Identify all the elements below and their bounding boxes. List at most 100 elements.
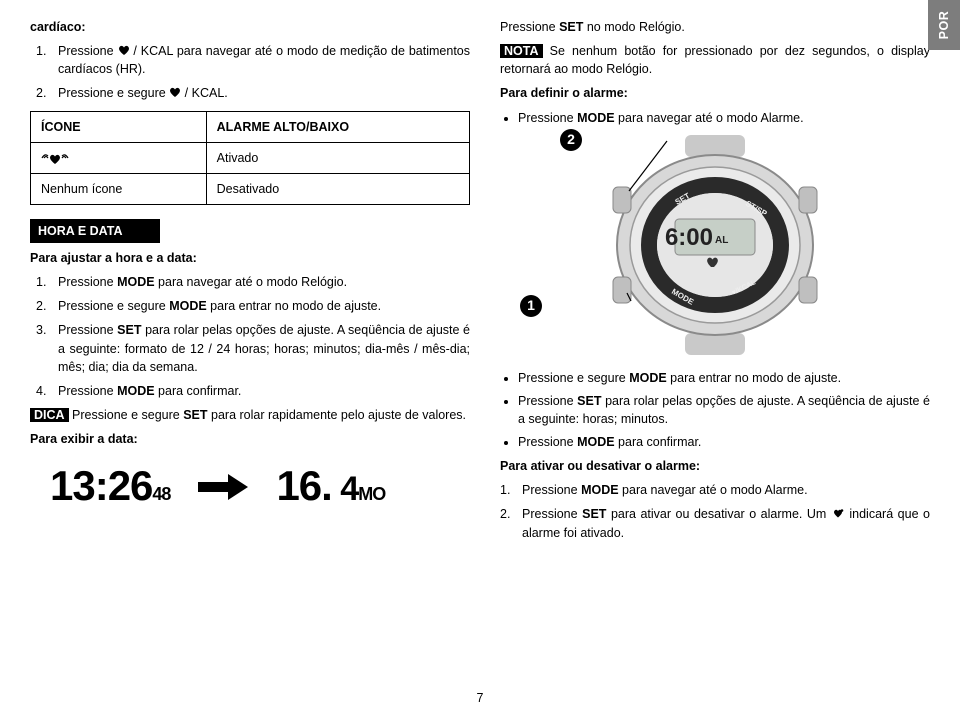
watch-lcd-al: AL [715, 235, 728, 246]
set-label: SET [117, 323, 141, 337]
list-item: 3.Pressione SET para rolar pelas opções … [58, 321, 470, 375]
left-column: cardíaco: 1. Pressione / KCAL para naveg… [30, 18, 470, 548]
nota-tag: NOTA [500, 44, 543, 58]
text: no modo Relógio. [583, 20, 684, 34]
mode-label: MODE [581, 483, 619, 497]
dica-tag: DICA [30, 408, 69, 422]
step-number: 2. [500, 505, 510, 523]
lcd-unit: MO [358, 484, 385, 504]
lcd-date: 16. 4MO [276, 456, 385, 517]
step-number: 1. [36, 42, 46, 60]
text: Pressione e segure [58, 86, 166, 100]
watch-svg: 6:00 AL SET ST/SP MODE ♥/KCAL [605, 135, 825, 355]
step-number: 3. [36, 321, 46, 339]
lcd-sub: 4 [332, 470, 358, 508]
list-item: Pressione SET para rolar pelas opções de… [518, 392, 930, 428]
text: para entrar no modo de ajuste. [667, 371, 841, 385]
set-label: SET [582, 507, 606, 521]
ativar-desativar: Para ativar ou desativar o alarme: [500, 457, 930, 475]
alarm-small-icon [831, 506, 845, 517]
toggle-alarm-steps: 1.Pressione MODE para navegar até o modo… [500, 481, 930, 541]
text: Pressione [518, 435, 577, 449]
adjust-title: Para ajustar a hora e a data: [30, 249, 470, 267]
adjust-steps: 1. Pressione MODE para navegar até o modo… [30, 273, 470, 400]
text: Pressione [522, 483, 581, 497]
alarm-pulse-icon [41, 150, 69, 166]
th-icone: ÍCONE [31, 111, 207, 142]
icon-table: ÍCONE ALARME ALTO/BAIXO Ativa [30, 111, 470, 205]
side-tab-label: POR [935, 11, 953, 40]
lcd-sub: 48 [152, 484, 170, 504]
text: Pressione e segure [58, 299, 169, 313]
step-number: 2. [36, 297, 46, 315]
mode-label: MODE [629, 371, 667, 385]
text: Pressione e segure [69, 408, 184, 422]
list-item: 1.Pressione MODE para navegar até o modo… [522, 481, 930, 499]
text: Se nenhum botão for pressionado por dez … [500, 44, 930, 76]
definir-alarme: Para definir o alarme: [500, 84, 930, 102]
watch-lcd-time: 6:00 [665, 224, 713, 251]
page-columns: cardíaco: 1. Pressione / KCAL para naveg… [0, 0, 960, 560]
td-noicon: Nenhum ícone [31, 173, 207, 204]
mode-label: MODE [117, 275, 155, 289]
text: Pressione [58, 384, 117, 398]
set-label: SET [183, 408, 207, 422]
page-number: 7 [477, 689, 484, 707]
dica-para: DICA Pressione e segure SET para rolar r… [30, 406, 470, 424]
def-alarme-list: Pressione MODE para navegar até o modo A… [500, 109, 930, 127]
set-label: SET [577, 394, 601, 408]
list-item: 1.Pressione MODE para navegar até o modo… [58, 273, 470, 291]
heart-icon [169, 85, 181, 96]
mode-label: MODE [169, 299, 207, 313]
list-item: Pressione e segure MODE para entrar no m… [518, 369, 930, 387]
mode-label: MODE [117, 384, 155, 398]
td-status: Desativado [206, 173, 469, 204]
press-set-para: Pressione SET no modo Relógio. [500, 18, 930, 36]
right-column: Pressione SET no modo Relógio. NOTA Se n… [500, 18, 930, 548]
text: Pressione [58, 323, 117, 337]
text: / KCAL. [185, 86, 228, 100]
lcd-main: 16. [276, 462, 331, 509]
text: Pressione [500, 20, 559, 34]
text: Pressione [518, 394, 577, 408]
text: para navegar até o modo Relógio. [155, 275, 348, 289]
circle-number: 2 [560, 129, 582, 151]
cardiaco-heading: cardíaco: [30, 18, 470, 36]
arrow-icon [198, 474, 248, 500]
list-item: 2.Pressione e segure MODE para entrar no… [58, 297, 470, 315]
side-tab: POR [928, 0, 960, 50]
th-alarme: ALARME ALTO/BAIXO [206, 111, 469, 142]
text: Pressione [58, 275, 117, 289]
table-row: Ativado [31, 142, 470, 173]
callout-1: 1 [520, 295, 542, 317]
text: para entrar no modo de ajuste. [207, 299, 381, 313]
lcd-time: 13:2648 [50, 456, 170, 517]
text: para ativar ou desativar o alarme. Um [606, 507, 830, 521]
text: Pressione e segure [518, 371, 629, 385]
step-number: 1. [36, 273, 46, 291]
cardiaco-steps: 1. Pressione / KCAL para navegar até o m… [30, 42, 470, 102]
text: Pressione [522, 507, 582, 521]
nota-para: NOTA Se nenhum botão for pressionado por… [500, 42, 930, 78]
text: para navegar até o modo Alarme. [615, 111, 804, 125]
lcd-main: 13:26 [50, 462, 152, 509]
text: para rolar rapidamente pelo ajuste de va… [208, 408, 466, 422]
watch-illustration: 2 1 6:00 AL SET ST/S [500, 135, 930, 355]
list-item: 2.Pressione SET para ativar ou desativar… [522, 505, 930, 541]
callout-2: 2 [560, 129, 582, 151]
table-row: ÍCONE ALARME ALTO/BAIXO [31, 111, 470, 142]
step-number: 1. [500, 481, 510, 499]
step-number: 4. [36, 382, 46, 400]
list-item: Pressione MODE para navegar até o modo A… [518, 109, 930, 127]
table-row: Nenhum ícone Desativado [31, 173, 470, 204]
td-icon [31, 142, 207, 173]
list-item: 4.Pressione MODE para confirmar. [58, 382, 470, 400]
section-hora-data: HORA E DATA [30, 219, 160, 243]
text: Pressione [58, 44, 114, 58]
set-label: SET [559, 20, 583, 34]
text: Pressione [518, 111, 577, 125]
list-item: 2. Pressione e segure / KCAL. [58, 84, 470, 102]
lcd-row: 13:2648 16. 4MO [30, 456, 470, 517]
heart-icon [118, 43, 130, 54]
alarm-steps: Pressione e segure MODE para entrar no m… [500, 369, 930, 452]
